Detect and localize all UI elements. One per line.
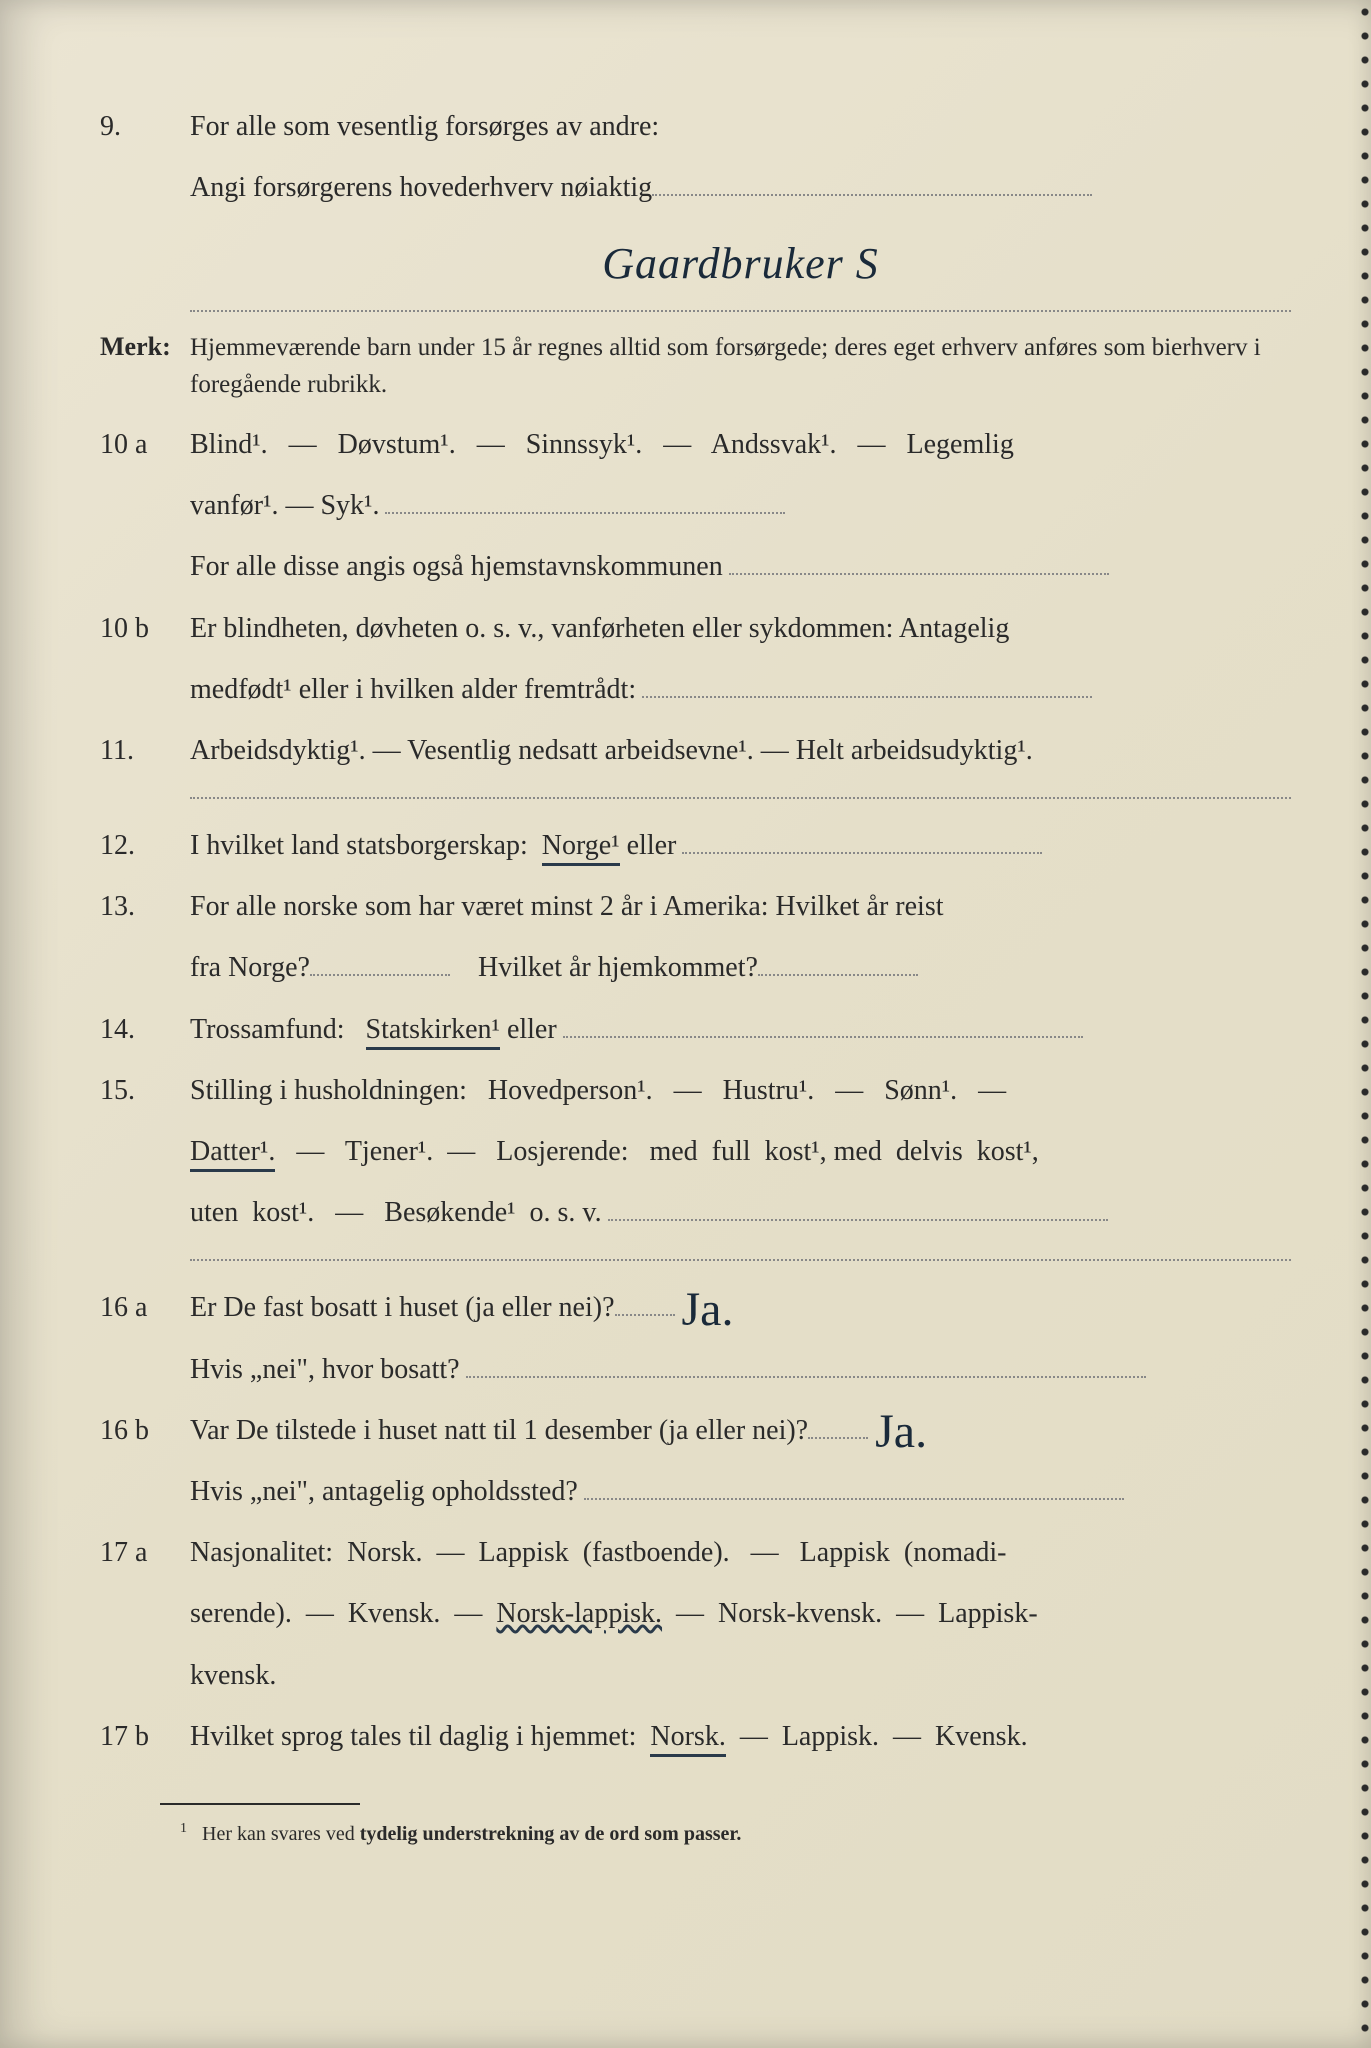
q14-pre: Trossamfund: [190, 1014, 366, 1045]
q17a-line3: kvensk. [100, 1649, 1291, 1702]
q10a-text-3: For alle disse angis også hjemstavnskomm… [190, 551, 723, 582]
question-11: 11. Arbeidsdyktig¹. — Vesentlig nedsatt … [100, 724, 1291, 777]
footnote-rule [160, 1803, 360, 1805]
q10b-text-2: medfødt¹ eller i hvilken alder fremtrådt… [190, 674, 636, 705]
q11-number: 11. [100, 724, 190, 777]
question-16b: 16 b Var De tilstede i huset natt til 1 … [100, 1404, 1291, 1457]
q17a-pre: serende). — Kvensk. — [190, 1598, 496, 1629]
q9-answer-row: Gaardbruker S [100, 222, 1291, 312]
q10b-number: 10 b [100, 602, 190, 655]
question-14: 14. Trossamfund: Statskirken¹ eller [100, 1003, 1291, 1056]
q13-2a: fra Norge? [190, 952, 310, 983]
footnote-text: Her kan svares ved tydelig understreknin… [202, 1823, 741, 1845]
q10a-line3: For alle disse angis også hjemstavnskomm… [100, 540, 1291, 593]
footnote: 1 Her kan svares ved tydelig understrekn… [180, 1815, 1291, 1853]
q17b-underlined: Norsk. [650, 1721, 725, 1757]
q17b-number: 17 b [100, 1710, 190, 1763]
q16b-line1: Var De tilstede i huset natt til 1 desem… [190, 1415, 808, 1446]
section-divider-2 [190, 1259, 1291, 1261]
q17a-underlined: Norsk-lappisk. [496, 1598, 662, 1629]
q16b-answer: Ja. [875, 1413, 927, 1451]
q16b-line2: Hvis „nei", antagelig opholdssted? [100, 1465, 1291, 1518]
q17b-post: — Lappisk. — Kvensk. [726, 1721, 1028, 1752]
question-13: 13. For alle norske som har været minst … [100, 880, 1291, 933]
q17a-post: — Norsk-kvensk. — Lappisk- [662, 1598, 1038, 1629]
q13-2b: Hvilket år hjemkommet? [478, 952, 758, 983]
q13-line2: fra Norge? Hvilket år hjemkommet? [100, 941, 1291, 994]
question-17a: 17 a Nasjonalitet: Norsk. — Lappisk (fas… [100, 1526, 1291, 1579]
q10b-line1: Er blindheten, døvheten o. s. v., vanfør… [190, 602, 1291, 655]
q14-number: 14. [100, 1003, 190, 1056]
q12-underlined: Norge¹ [542, 830, 620, 866]
merk-label: Merk: [100, 322, 190, 371]
q10a-options-2: vanfør¹. — Syk¹. [190, 490, 379, 521]
q10a-line2: vanfør¹. — Syk¹. [100, 479, 1291, 532]
q9-label: Angi forsørgerens hovederhverv nøiaktig [190, 172, 652, 203]
q17b-pre: Hvilket sprog tales til daglig i hjemmet… [190, 1721, 650, 1752]
q17a-line1: Nasjonalitet: Norsk. — Lappisk (fastboen… [190, 1526, 1291, 1579]
q16a-text-2: Hvis „nei", hvor bosatt? [190, 1354, 460, 1385]
question-10b: 10 b Er blindheten, døvheten o. s. v., v… [100, 602, 1291, 655]
q12-post: eller [620, 830, 677, 861]
q15-text-3: uten kost¹. — Besøkende¹ o. s. v. [190, 1197, 602, 1228]
q16b-number: 16 b [100, 1404, 190, 1457]
q15-datter: Datter¹. [190, 1136, 275, 1172]
q10a-options-1: Blind¹. — Døvstum¹. — Sinnssyk¹. — Andss… [190, 418, 1291, 471]
q9-line2: Angi forsørgerens hovederhverv nøiaktig [100, 161, 1291, 214]
question-17b: 17 b Hvilket sprog tales til daglig i hj… [100, 1710, 1291, 1763]
q15-line2: Datter¹. — Tjener¹. — Losjerende: med fu… [100, 1125, 1291, 1178]
footnote-number: 1 [180, 1821, 187, 1836]
q16a-answer: Ja. [682, 1291, 734, 1329]
q11-text: Arbeidsdyktig¹. — Vesentlig nedsatt arbe… [190, 724, 1291, 777]
question-16a: 16 a Er De fast bosatt i huset (ja eller… [100, 1281, 1291, 1334]
q15-line2-rest: — Tjener¹. — Losjerende: med full kost¹,… [275, 1136, 1038, 1167]
section-divider-1 [190, 797, 1291, 799]
merk-text: Hjemmeværende barn under 15 år regnes al… [190, 329, 1291, 404]
q14-post: eller [500, 1014, 557, 1045]
q16a-number: 16 a [100, 1281, 190, 1334]
q16a-line2: Hvis „nei", hvor bosatt? [100, 1343, 1291, 1396]
question-12: 12. I hvilket land statsborgerskap: Norg… [100, 819, 1291, 872]
q15-line1: Stilling i husholdningen: Hovedperson¹. … [190, 1064, 1291, 1117]
q12-number: 12. [100, 819, 190, 872]
q17a-number: 17 a [100, 1526, 190, 1579]
q9-fill-line [652, 194, 1092, 196]
q10b-line2: medfødt¹ eller i hvilken alder fremtrådt… [100, 663, 1291, 716]
form-content: 9. For alle som vesentlig forsørges av a… [100, 100, 1291, 1853]
q9-text-line1: For alle som vesentlig forsørges av andr… [190, 100, 1291, 153]
q17a-text-3: kvensk. [190, 1649, 1291, 1702]
q16b-text-2: Hvis „nei", antagelig opholdssted? [190, 1476, 578, 1507]
q15-number: 15. [100, 1064, 190, 1117]
q9-number: 9. [100, 100, 190, 153]
merk-note: Merk: Hjemmeværende barn under 15 år reg… [100, 322, 1291, 404]
q17a-line2: serende). — Kvensk. — Norsk-lappisk. — N… [100, 1587, 1291, 1640]
q15-line3: uten kost¹. — Besøkende¹ o. s. v. [100, 1186, 1291, 1239]
q12-pre: I hvilket land statsborgerskap: [190, 830, 542, 861]
perforation-edge [1359, 0, 1371, 2048]
q14-underlined: Statskirken¹ [366, 1014, 500, 1050]
q16a-line1: Er De fast bosatt i huset (ja eller nei)… [190, 1292, 615, 1323]
q13-number: 13. [100, 880, 190, 933]
q13-line1: For alle norske som har været minst 2 år… [190, 880, 1291, 933]
document-page: 9. For alle som vesentlig forsørges av a… [0, 0, 1371, 2048]
q9-handwritten-answer: Gaardbruker S [602, 239, 879, 288]
question-10a: 10 a Blind¹. — Døvstum¹. — Sinnssyk¹. — … [100, 418, 1291, 471]
q10a-number: 10 a [100, 418, 190, 471]
question-15: 15. Stilling i husholdningen: Hovedperso… [100, 1064, 1291, 1117]
question-9: 9. For alle som vesentlig forsørges av a… [100, 100, 1291, 153]
